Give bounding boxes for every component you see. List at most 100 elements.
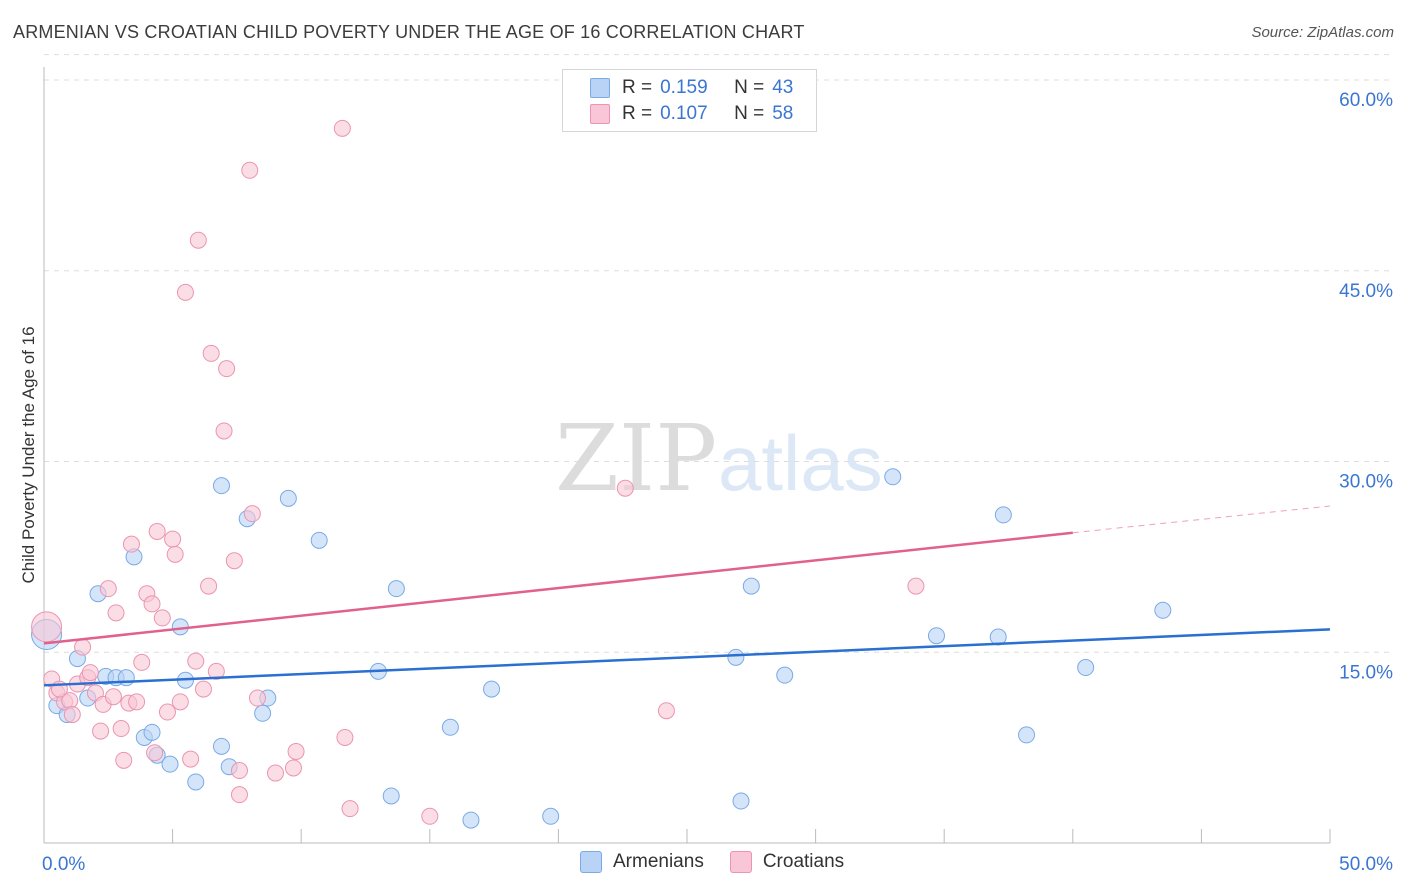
croatians-point: [107, 604, 125, 622]
armenians-n-value: 43: [772, 77, 794, 98]
armenians-point: [212, 737, 230, 755]
croatians-point: [187, 652, 205, 670]
croatians-point: [215, 422, 233, 440]
series-legend: Armenians Croatians: [580, 851, 870, 873]
croatians-point: [657, 702, 675, 720]
croatians-point: [284, 759, 302, 777]
armenians-point: [462, 811, 480, 829]
croatians-trend-extension: [1072, 505, 1331, 534]
croatians-point: [92, 722, 110, 740]
croatians-point: [31, 611, 63, 643]
armenians-point: [1018, 726, 1036, 744]
croatians-point: [243, 505, 261, 523]
armenians-point: [382, 787, 400, 805]
y-tick-label: 60.0%: [1339, 90, 1393, 111]
croatians-point: [207, 662, 225, 680]
armenians-legend-label: Armenians: [613, 851, 704, 872]
x-tick-label: 50.0%: [1339, 854, 1393, 875]
armenians-point: [732, 792, 750, 810]
croatians-point: [218, 360, 236, 378]
croatians-point: [148, 522, 166, 540]
croatians-point: [225, 552, 243, 570]
croatians-point: [115, 751, 133, 769]
croatians-point: [341, 800, 359, 818]
croatians-point: [230, 762, 248, 780]
watermark-zip: ZIP: [555, 405, 717, 512]
armenians-point: [254, 704, 272, 722]
legend-item-armenians[interactable]: Armenians: [580, 851, 704, 873]
croatians-point: [202, 344, 220, 362]
armenians-point: [1077, 659, 1095, 677]
legend-row-armenians: R = 0.159 N = 43: [590, 76, 793, 100]
croatians-point: [104, 688, 122, 706]
croatians-point: [164, 530, 182, 548]
x-tick-label: 0.0%: [42, 854, 85, 875]
armenians-point: [310, 531, 328, 549]
chart-source: Source: ZipAtlas.com: [1251, 24, 1394, 41]
armenians-n-label: N =: [734, 77, 765, 98]
armenians-legend-swatch: [580, 851, 602, 873]
armenians-point: [542, 807, 560, 825]
croatians-point: [158, 703, 176, 721]
croatians-point: [81, 664, 99, 682]
armenians-point: [483, 680, 501, 698]
armenians-point: [1154, 601, 1172, 619]
croatians-point: [112, 720, 130, 738]
croatians-point: [99, 580, 117, 598]
y-tick-label: 30.0%: [1339, 472, 1393, 493]
croatians-point: [241, 161, 259, 179]
legend-item-croatians[interactable]: Croatians: [729, 851, 845, 873]
croatians-point: [146, 744, 164, 762]
croatians-point: [133, 653, 151, 671]
watermark-atlas: atlas: [718, 419, 883, 507]
croatians-point: [189, 231, 207, 249]
armenians-swatch: [590, 78, 610, 98]
y-axis-label: Child Poverty Under the Age of 16: [19, 326, 38, 584]
croatians-trend-line: [43, 531, 1073, 645]
armenians-point: [727, 648, 745, 666]
armenians-point: [994, 506, 1012, 524]
croatians-swatch: [590, 104, 610, 124]
chart-title: ARMENIAN VS CROATIAN CHILD POVERTY UNDER…: [13, 22, 805, 42]
correlation-legend: R = 0.159 N = 43 R = 0.107 N = 58: [562, 69, 817, 132]
armenians-r-label: R =: [622, 77, 653, 98]
croatians-point: [63, 706, 81, 724]
armenians-point: [187, 773, 205, 791]
croatians-point: [143, 595, 161, 613]
croatians-point: [171, 693, 189, 711]
croatians-point: [153, 609, 171, 627]
armenians-r-value: 0.159: [660, 77, 708, 98]
croatians-legend-label: Croatians: [762, 851, 845, 872]
armenians-point: [927, 627, 945, 645]
croatians-point: [333, 119, 351, 137]
armenians-point: [212, 477, 230, 495]
croatians-point: [616, 479, 634, 497]
croatians-point: [248, 689, 266, 707]
croatians-point: [200, 577, 218, 595]
armenians-trend-line: [43, 628, 1331, 687]
armenians-point: [279, 489, 297, 507]
croatians-point: [128, 693, 146, 711]
croatians-n-label: N =: [734, 103, 765, 124]
armenians-point: [387, 580, 405, 598]
croatians-legend-swatch: [729, 851, 752, 873]
croatians-point: [336, 728, 354, 746]
croatians-point: [182, 750, 200, 768]
croatians-point: [230, 786, 248, 804]
croatians-point: [176, 283, 194, 301]
armenians-point: [161, 755, 179, 773]
croatians-point: [194, 680, 212, 698]
croatians-point: [266, 764, 284, 782]
croatians-n-value: 58: [772, 103, 794, 124]
armenians-point: [117, 669, 135, 687]
y-tick-label: 15.0%: [1339, 662, 1393, 683]
croatians-point: [287, 742, 305, 760]
armenians-point: [776, 666, 794, 684]
armenians-point: [742, 577, 760, 595]
croatians-point: [907, 577, 925, 595]
croatians-point: [74, 638, 92, 656]
armenians-point: [143, 723, 161, 741]
legend-row-croatians: R = 0.107 N = 58: [590, 102, 793, 126]
croatians-point: [166, 545, 184, 563]
